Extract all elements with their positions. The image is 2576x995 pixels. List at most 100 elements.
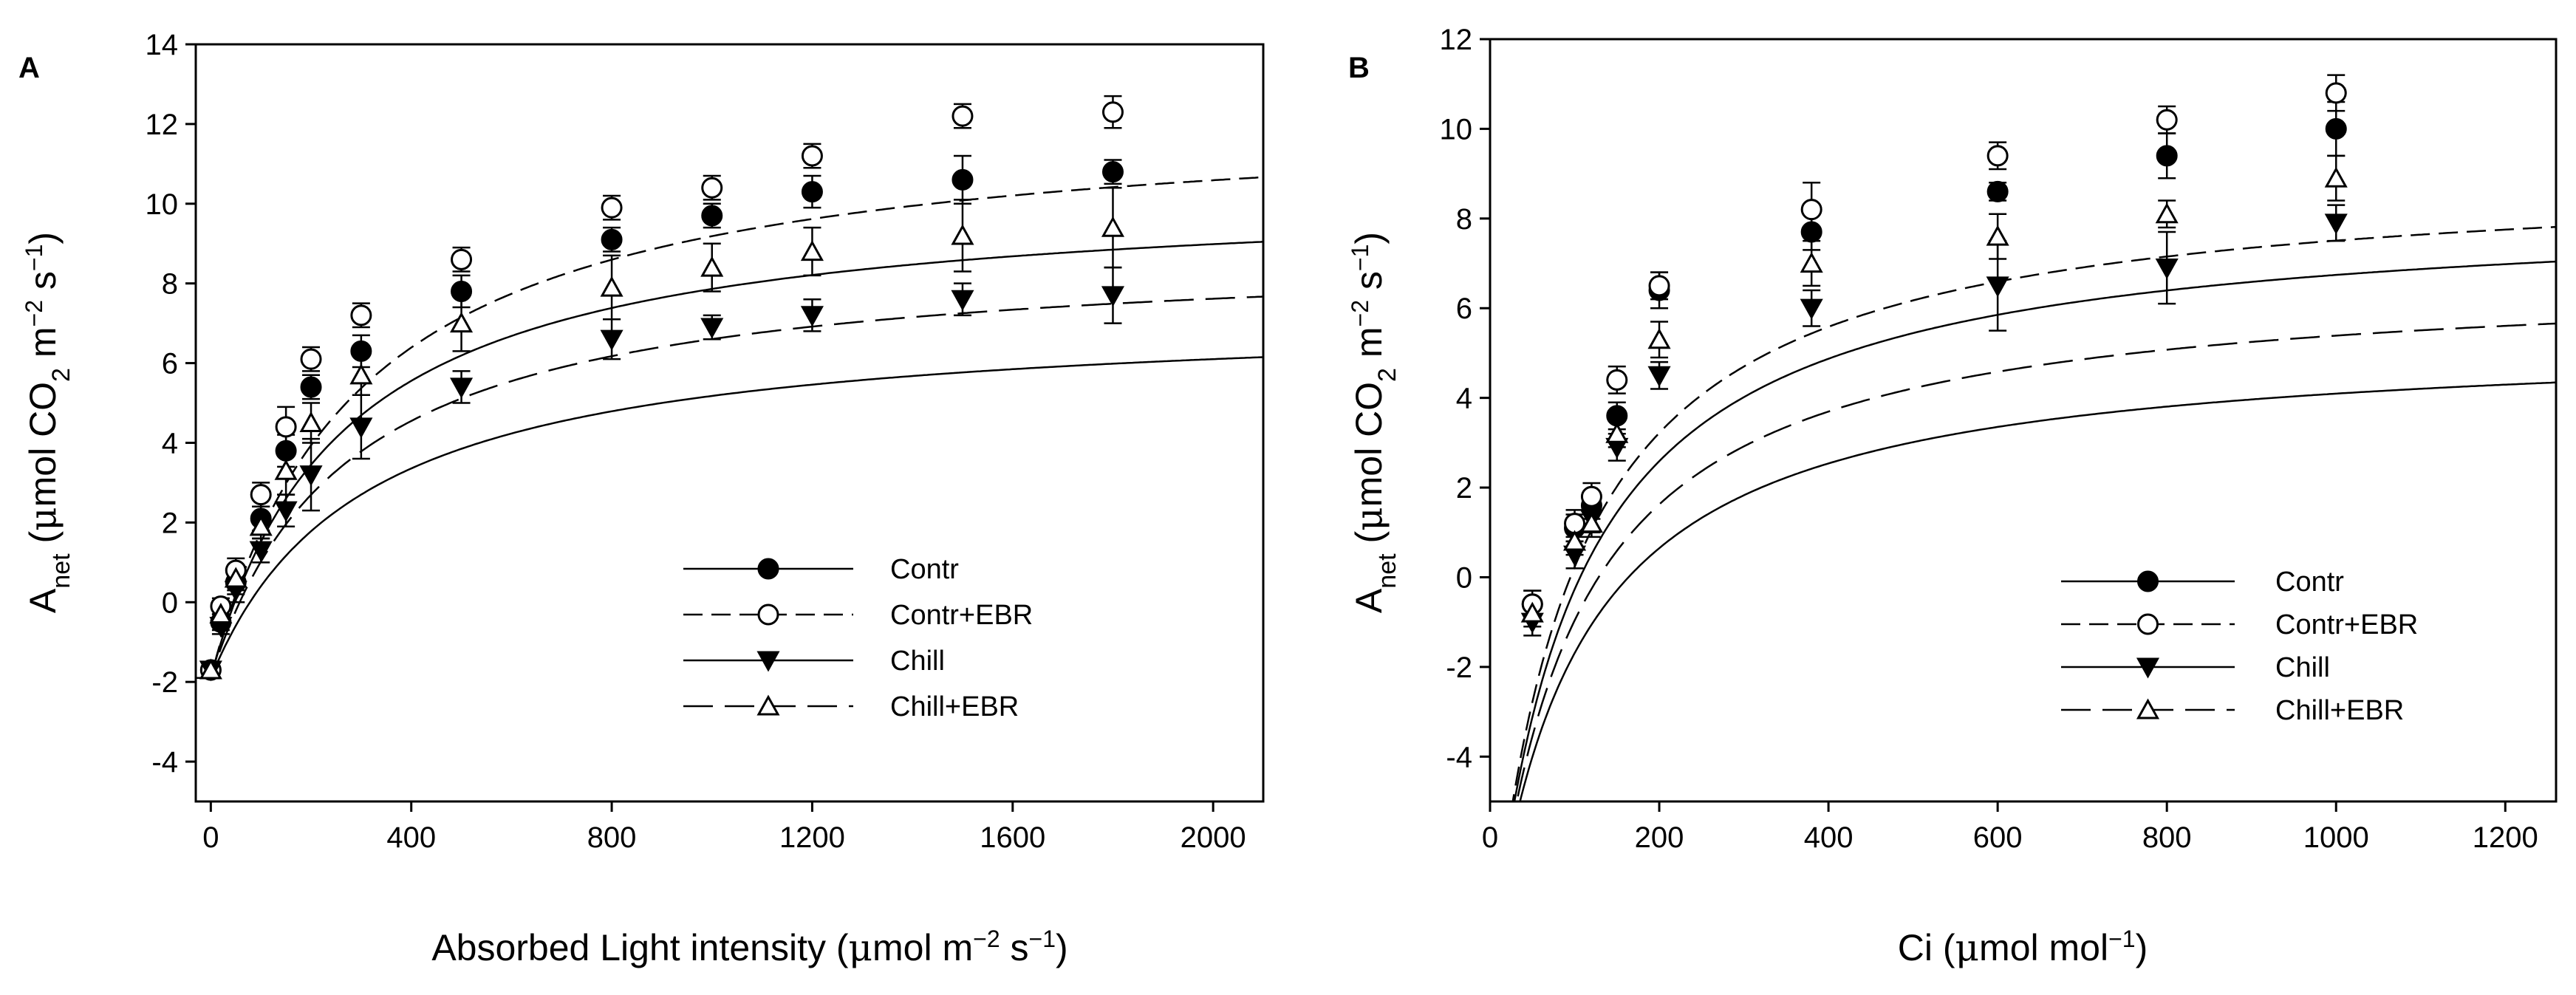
panel-b-x-tick-label: 1200	[2473, 821, 2538, 854]
panel-b-y-tick-label: -4	[1446, 741, 1472, 773]
panel-a-legend-label: Contr	[890, 554, 959, 585]
panel-a-x-tick-label: 1600	[980, 821, 1045, 854]
panel-a-y-tick-label: 6	[162, 348, 178, 380]
panel-b-y-tick-label: 8	[1456, 203, 1472, 236]
panel-b-data-point-chill-ebr	[2324, 166, 2348, 188]
panel-b-y-tick-label: 2	[1456, 472, 1472, 505]
panel-a-plot-frame	[194, 43, 1265, 803]
panel-b-plot-frame	[1489, 38, 2558, 803]
panel-b: B 0 200 400 600 800 1000 1200 -4 -2 0 2 4 6 8 10 12 Ci…	[1347, 24, 2558, 969]
panel-b-x-tick-label: 0	[1482, 821, 1498, 854]
panel-a-data-point-chill-ebr	[274, 459, 298, 480]
panel-a-data-point-chill-ebr	[600, 276, 623, 297]
panel-a-y-tick-label: 2	[162, 507, 178, 539]
panel-a-y-tick-label: 8	[162, 268, 178, 301]
panel-b-data-point-contr-ebr	[1606, 369, 1628, 391]
panel-a-legend-marker	[756, 694, 780, 716]
panel-b-data-point-chill	[1986, 276, 2009, 298]
panel-b-data-point-contr-ebr	[1986, 145, 2009, 167]
panel-b-data-point-contr-ebr	[1800, 199, 1822, 221]
panel-b-data-point-chill-ebr	[1605, 422, 1629, 443]
panel-b-data-point-chill-ebr	[1562, 530, 1587, 551]
panel-b-data-point-contr	[1986, 180, 2009, 202]
panel-a-data-point-chill-ebr	[249, 515, 273, 536]
panel-a-data-point-chill-ebr	[299, 411, 323, 433]
panel-b-data-point-contr	[1800, 221, 1822, 243]
panel-a: A 0 400 800 1200 1600 2000 -4 -2 0 2 4 6 8 10 12 14 Ab…	[18, 29, 1265, 969]
panel-b-data-point-contr-ebr	[2325, 82, 2347, 104]
panel-a-data-point-chill-ebr	[800, 240, 824, 261]
panel-a-data-point-chill-ebr	[224, 567, 247, 588]
panel-b-x-axis-label: Ci (μmol mol−1)	[1898, 926, 2148, 969]
panel-a-x-tick-label: 1200	[779, 821, 845, 854]
panel-b-y-tick-label: 4	[1456, 383, 1472, 415]
panel-a-data-point-chill	[600, 329, 623, 351]
panel-b-data-point-chill-ebr	[1800, 252, 1823, 273]
panel-a-data-point-chill-ebr	[199, 658, 222, 680]
panel-b-data-point-chill-ebr	[1520, 601, 1544, 623]
panel-b-legend-marker	[2136, 698, 2160, 719]
panel-b-data-point-chill-ebr	[1579, 512, 1603, 533]
panel-a-data-point-contr	[300, 376, 322, 398]
panel-b-data-point-contr-ebr	[2156, 109, 2178, 131]
panel-a-data-point-contr-ebr	[451, 248, 473, 270]
panel-b-data-point-chill-ebr	[2155, 202, 2179, 224]
panel-a-y-axis-label: Anet (μmol CO2 m−2 s−1)	[21, 232, 75, 613]
panel-a-legend-label: Contr+EBR	[890, 600, 1033, 631]
panel-b-legend-label: Chill+EBR	[2275, 695, 2404, 726]
panel-a-data-point-contr	[451, 280, 473, 302]
panel-b-legend-marker	[2137, 613, 2159, 635]
panel-a-data-point-chill	[299, 465, 323, 487]
panel-a-legend-marker	[756, 651, 780, 672]
panel-a-data-point-chill-ebr	[349, 363, 373, 385]
panel-a-data-point-chill	[800, 306, 824, 327]
panel-a-y-tick-label: 12	[146, 109, 179, 141]
panel-a-x-tick-label: 400	[386, 821, 436, 854]
panel-a-x-tick-label: 0	[202, 821, 219, 854]
panel-b-fit-curve-contr-ebr	[1511, 225, 2556, 801]
panel-a-data-point-chill	[951, 290, 974, 311]
panel-a-legend-marker	[757, 558, 779, 580]
panel-b-y-tick-label: 6	[1456, 293, 1472, 325]
panel-b-data-point-chill	[2324, 213, 2348, 235]
panel-a-fit-curve-chill-ebr	[196, 295, 1263, 680]
panel-a-x-tick-label: 2000	[1181, 821, 1246, 854]
panel-a-data-point-contr-ebr	[801, 145, 823, 167]
panel-a-letter: A	[18, 52, 40, 84]
panel-b-data-point-chill	[1800, 298, 1823, 320]
panel-b-y-tick-label: -2	[1446, 652, 1472, 684]
panel-b-data-point-chill	[1647, 366, 1671, 387]
panel-b-fit-curve-contr	[1513, 260, 2556, 801]
panel-a-data-point-chill	[349, 417, 373, 439]
panel-b-y-tick-label: 12	[1440, 24, 1473, 56]
panel-a-data-point-chill	[1101, 286, 1125, 307]
panel-b-data-point-contr	[2156, 145, 2178, 167]
panel-b-x-tick-label: 1000	[2303, 821, 2369, 854]
panel-a-data-point-contr-ebr	[300, 348, 322, 370]
panel-b-y-axis-label: Anet (μmol CO2 m−2 s−1)	[1347, 232, 1401, 613]
panel-b-legend-label: Contr	[2275, 567, 2344, 598]
panel-a-data-point-chill	[274, 501, 298, 522]
panel-a-data-point-chill	[450, 377, 474, 399]
panel-b-fit-curve-chill	[1519, 381, 2556, 801]
panel-b-data-point-chill-ebr	[1986, 225, 2009, 246]
panel-b-x-tick-label: 800	[2142, 821, 2192, 854]
panel-a-legend-label: Chill+EBR	[890, 691, 1019, 722]
panel-a-data-point-contr-ebr	[601, 196, 623, 219]
panel-b-data-point-contr-ebr	[1580, 485, 1602, 507]
panel-a-data-point-chill-ebr	[1101, 216, 1125, 237]
panel-a-fit-curve-contr	[196, 241, 1263, 680]
panel-a-data-point-chill-ebr	[450, 312, 474, 333]
panel-b-legend-marker	[2136, 657, 2160, 679]
panel-b-legend-label: Contr+EBR	[2275, 609, 2418, 640]
panel-a-data-point-chill-ebr	[209, 603, 233, 623]
panel-b-y-tick-label: 0	[1456, 561, 1472, 594]
panel-a-data-point-contr	[1101, 161, 1124, 183]
panel-a-legend-label: Chill	[890, 646, 945, 677]
panel-a-data-point-contr	[275, 440, 297, 462]
panel-b-fit-curve-chill-ebr	[1515, 322, 2556, 801]
panel-b-legend: Contr Contr+EBR Chill Chill+EBR	[2061, 567, 2418, 726]
panel-a-legend: Contr Contr+EBR Chill Chill+EBR	[683, 554, 1033, 722]
panel-b-data-point-chill	[2155, 259, 2179, 280]
